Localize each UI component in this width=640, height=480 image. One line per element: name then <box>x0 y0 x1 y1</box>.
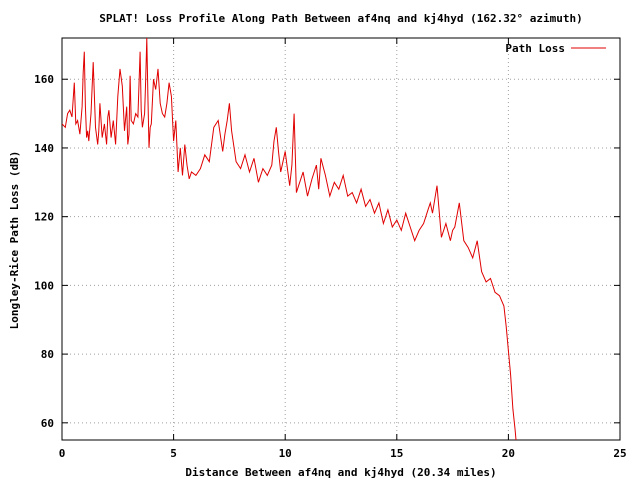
chart-title: SPLAT! Loss Profile Along Path Between a… <box>99 12 582 25</box>
x-tick-label: 5 <box>170 447 177 460</box>
y-tick-label: 100 <box>34 279 54 292</box>
y-axis-ticks: 60 80 100 120 140 160 <box>34 73 620 430</box>
x-tick-label: 25 <box>613 447 626 460</box>
x-tick-label: 15 <box>390 447 403 460</box>
x-tick-label: 10 <box>279 447 292 460</box>
y-tick-label: 60 <box>41 417 54 430</box>
legend: Path Loss <box>505 42 606 55</box>
y-tick-label: 160 <box>34 73 54 86</box>
y-axis-label: Longley-Rice Path Loss (dB) <box>8 151 21 330</box>
x-axis-label: Distance Between af4nq and kj4hyd (20.34… <box>185 466 496 479</box>
y-tick-label: 120 <box>34 211 54 224</box>
y-tick-label: 140 <box>34 142 54 155</box>
y-tick-label: 80 <box>41 348 54 361</box>
series-layer <box>62 38 517 440</box>
series-line-path-loss <box>62 38 517 440</box>
legend-label-path-loss: Path Loss <box>505 42 565 55</box>
x-axis-ticks: 0 5 10 15 20 25 <box>59 38 627 460</box>
plot-frame <box>61 37 621 441</box>
grid-lines <box>62 38 620 440</box>
x-tick-label: 0 <box>59 447 66 460</box>
x-tick-label: 20 <box>502 447 515 460</box>
